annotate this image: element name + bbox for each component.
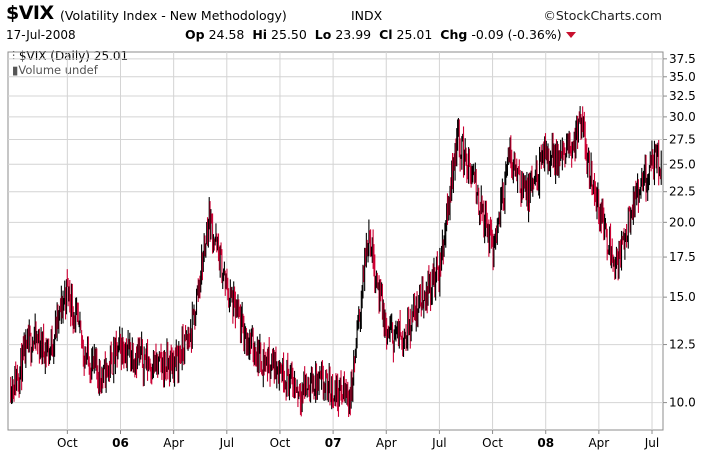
y-tick-label: 17.5 [669,250,696,264]
quote-line: Op 24.58 Hi 25.50 Lo 23.99 Cl 25.01 Chg … [185,27,576,42]
x-tick-label: Apr [376,436,397,450]
security-name: (Volatility Index - New Methodology) [60,8,287,23]
open-label: Op [185,27,205,42]
legend-volume-row: ▮Volume undef [12,63,128,77]
high-label: Hi [252,27,268,42]
exchange-label: INDX [351,8,383,23]
low-value: 23.99 [335,27,372,42]
high-value: 25.50 [271,27,307,42]
y-tick-label: 27.5 [669,133,696,147]
quote-date: 17-Jul-2008 [6,28,76,42]
open-value: 24.58 [208,27,245,42]
ohlc-bar-icon: ⫶ [12,49,16,63]
y-tick-label: 37.5 [669,52,696,66]
y-tick-label: 30.0 [669,110,696,124]
volume-bars-icon: ▮ [12,63,19,77]
change-label: Chg [440,27,468,42]
copyright-icon: © [543,8,556,23]
close-value: 25.01 [396,27,433,42]
ticker-symbol: $VIX [6,2,54,24]
brand-watermark: ©StockCharts.com [543,8,662,23]
x-tick-label: Jul [644,436,659,450]
x-tick-label: 06 [112,436,129,450]
change-value: -0.09 (-0.36%) [471,27,562,42]
brand-name: StockCharts.com [555,8,662,23]
x-tick-label: Jul [219,436,234,450]
plot-frame [7,51,664,431]
x-tick-label: Jul [431,436,446,450]
x-tick-label: Oct [270,436,291,450]
x-tick-label: Apr [588,436,609,450]
x-tick-label: 07 [325,436,342,450]
close-label: Cl [379,27,393,42]
x-tick-label: Oct [482,436,503,450]
y-tick-label: 20.0 [669,215,696,229]
y-tick-label: 12.5 [669,338,696,352]
y-tick-label: 15.0 [669,290,696,304]
y-tick-label: 32.5 [669,89,696,103]
low-label: Lo [314,27,332,42]
down-arrow-icon [565,32,576,38]
y-tick-label: 25.0 [669,157,696,171]
x-tick-label: 08 [537,436,554,450]
x-tick-label: Oct [57,436,78,450]
legend-volume-label: Volume undef [18,63,98,77]
x-tick-label: Apr [163,436,184,450]
y-tick-label: 35.0 [669,70,696,84]
y-tick-label: 10.0 [669,396,696,410]
y-tick-label: 22.5 [669,185,696,199]
